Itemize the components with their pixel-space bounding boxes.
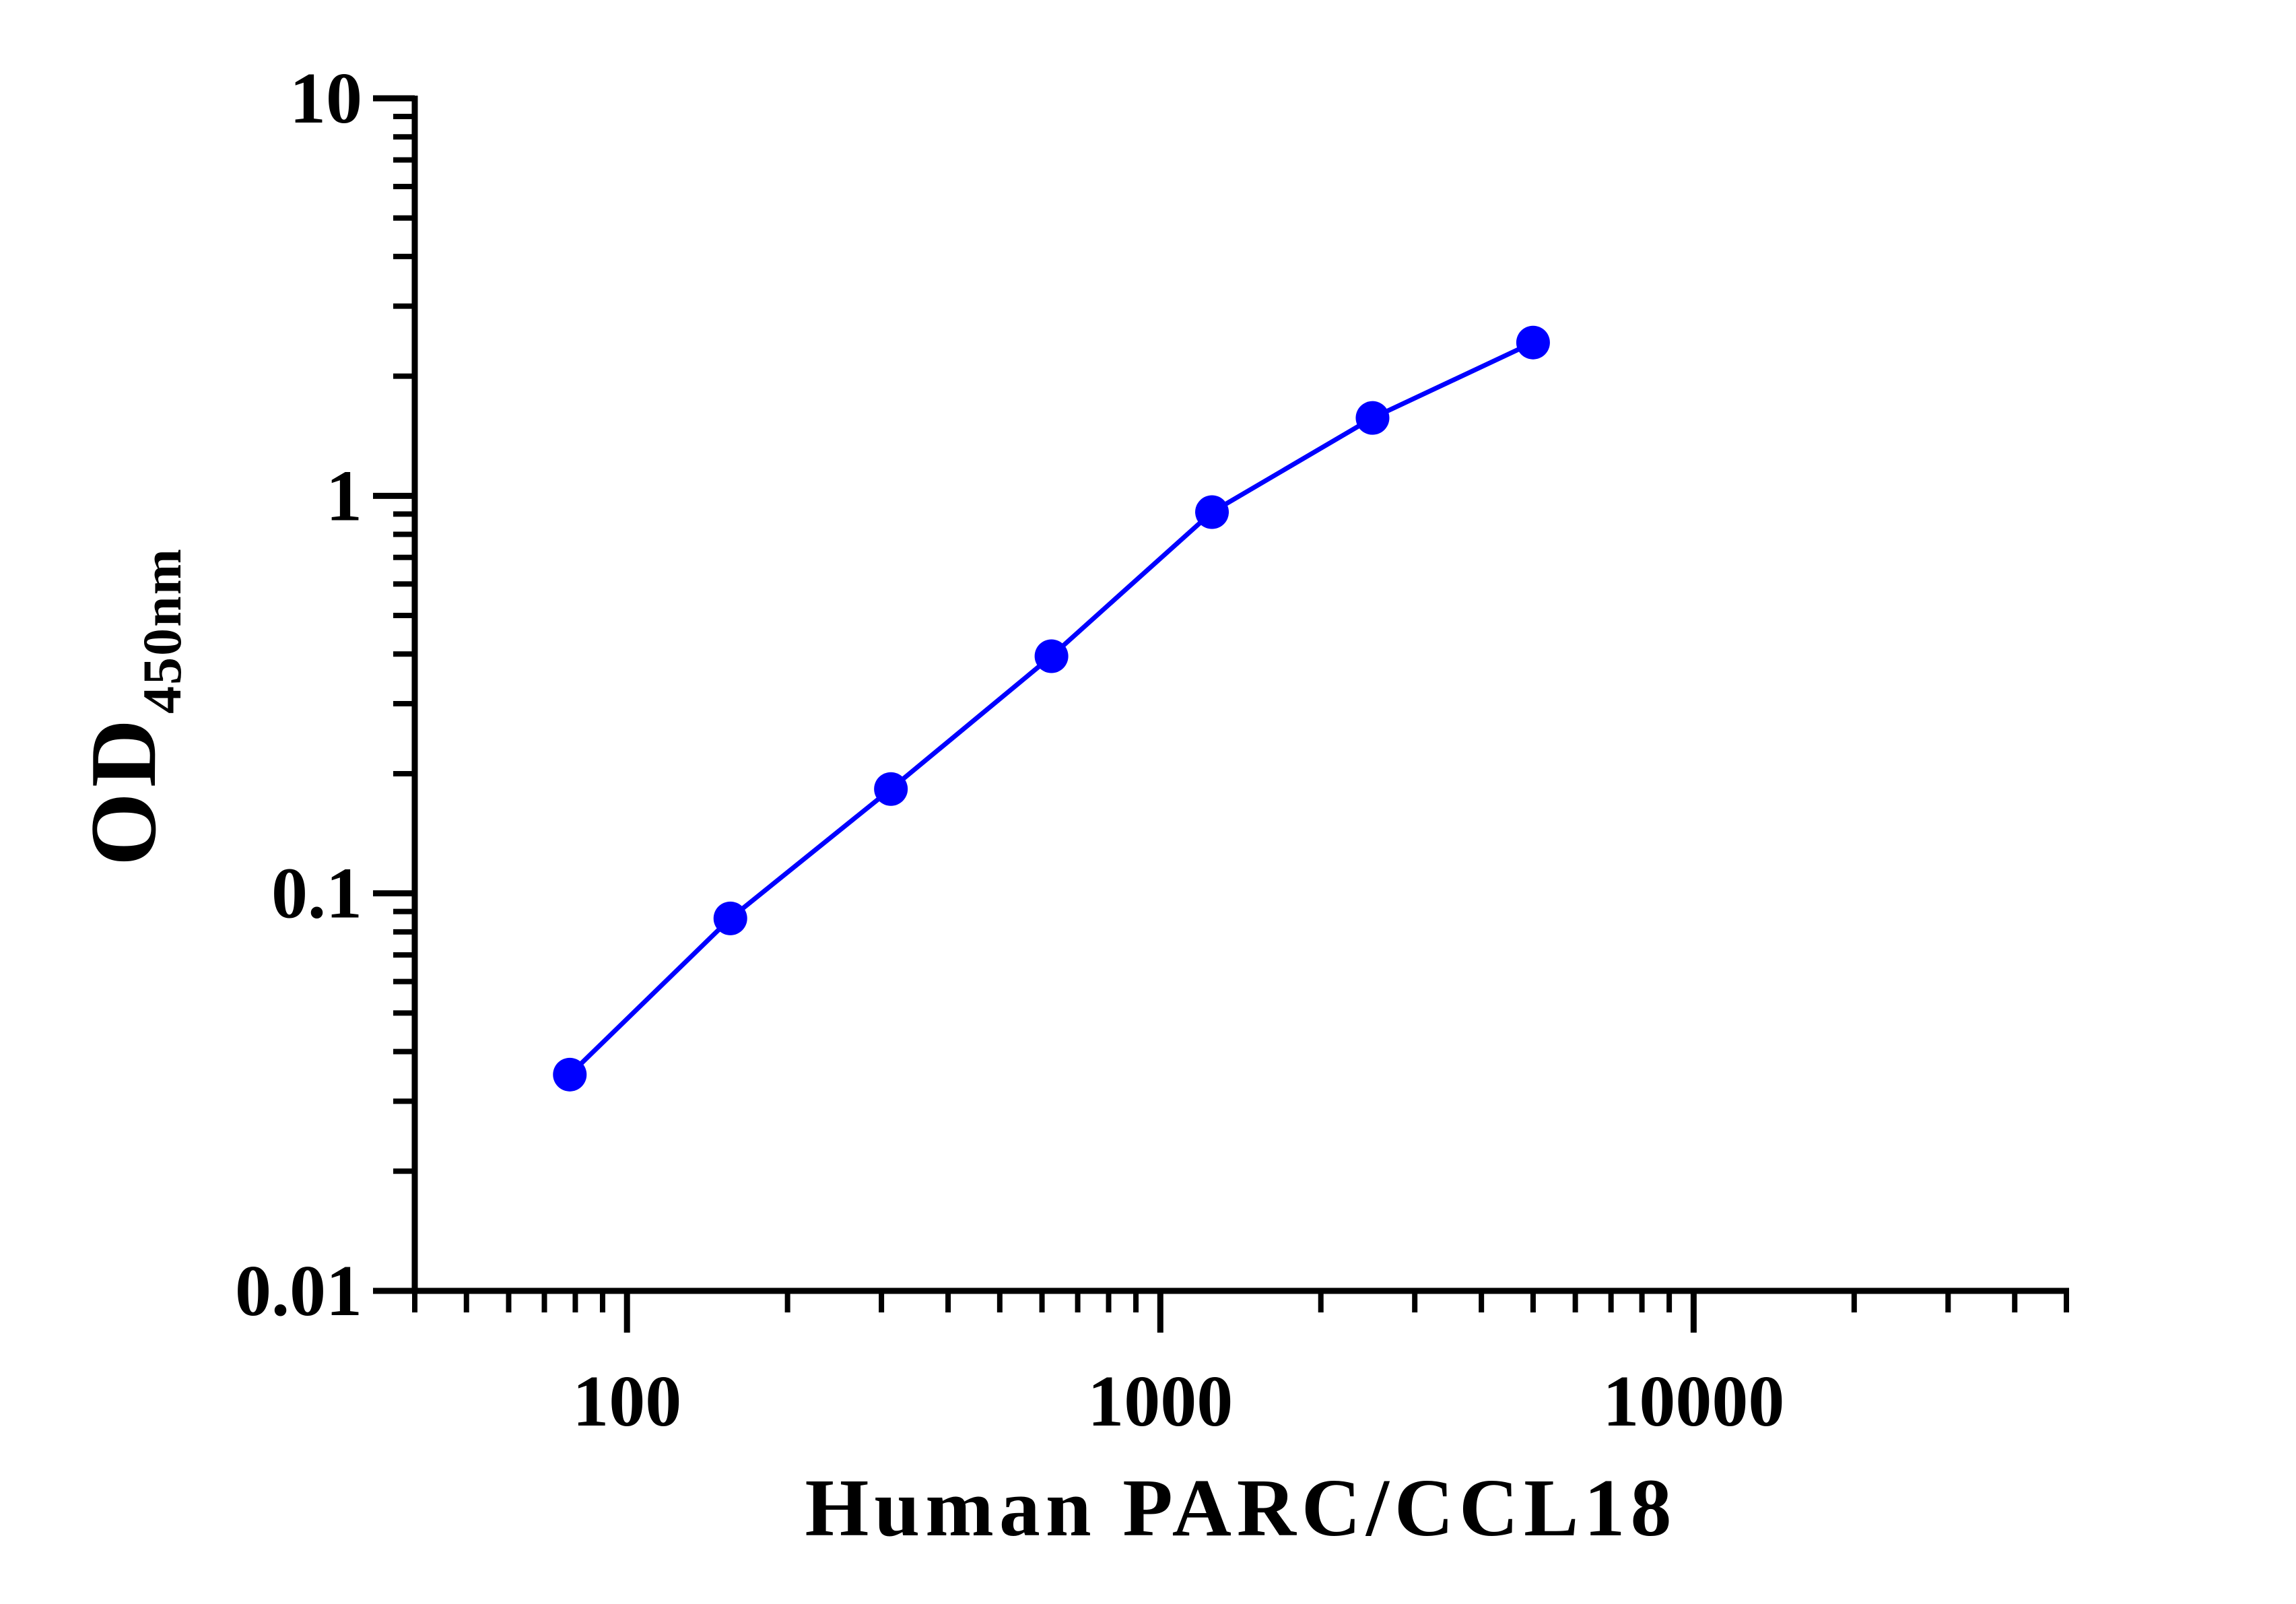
y-axis-title: OD [71, 714, 176, 866]
x-tick-label: 100 [572, 1362, 681, 1442]
x-tick-label: 10000 [1602, 1362, 1784, 1442]
data-point [553, 1057, 587, 1092]
y-axis-title-group: OD 450nm [71, 547, 193, 866]
y-tick-label: 10 [290, 59, 362, 139]
x-tick-label: 1000 [1087, 1362, 1233, 1442]
data-point [1516, 325, 1550, 360]
y-tick-label: 1 [326, 456, 362, 536]
y-axis-title-sub: 450nm [131, 547, 193, 714]
x-axis-title: Human PARC/CCL18 [805, 1463, 1677, 1553]
data-point [1034, 639, 1069, 673]
data-point [713, 901, 747, 935]
data-point [1355, 401, 1390, 435]
y-tick-label: 0.1 [271, 854, 362, 934]
y-tick-label: 0.01 [235, 1251, 362, 1331]
data-point [1195, 495, 1229, 529]
data-point [874, 772, 908, 806]
